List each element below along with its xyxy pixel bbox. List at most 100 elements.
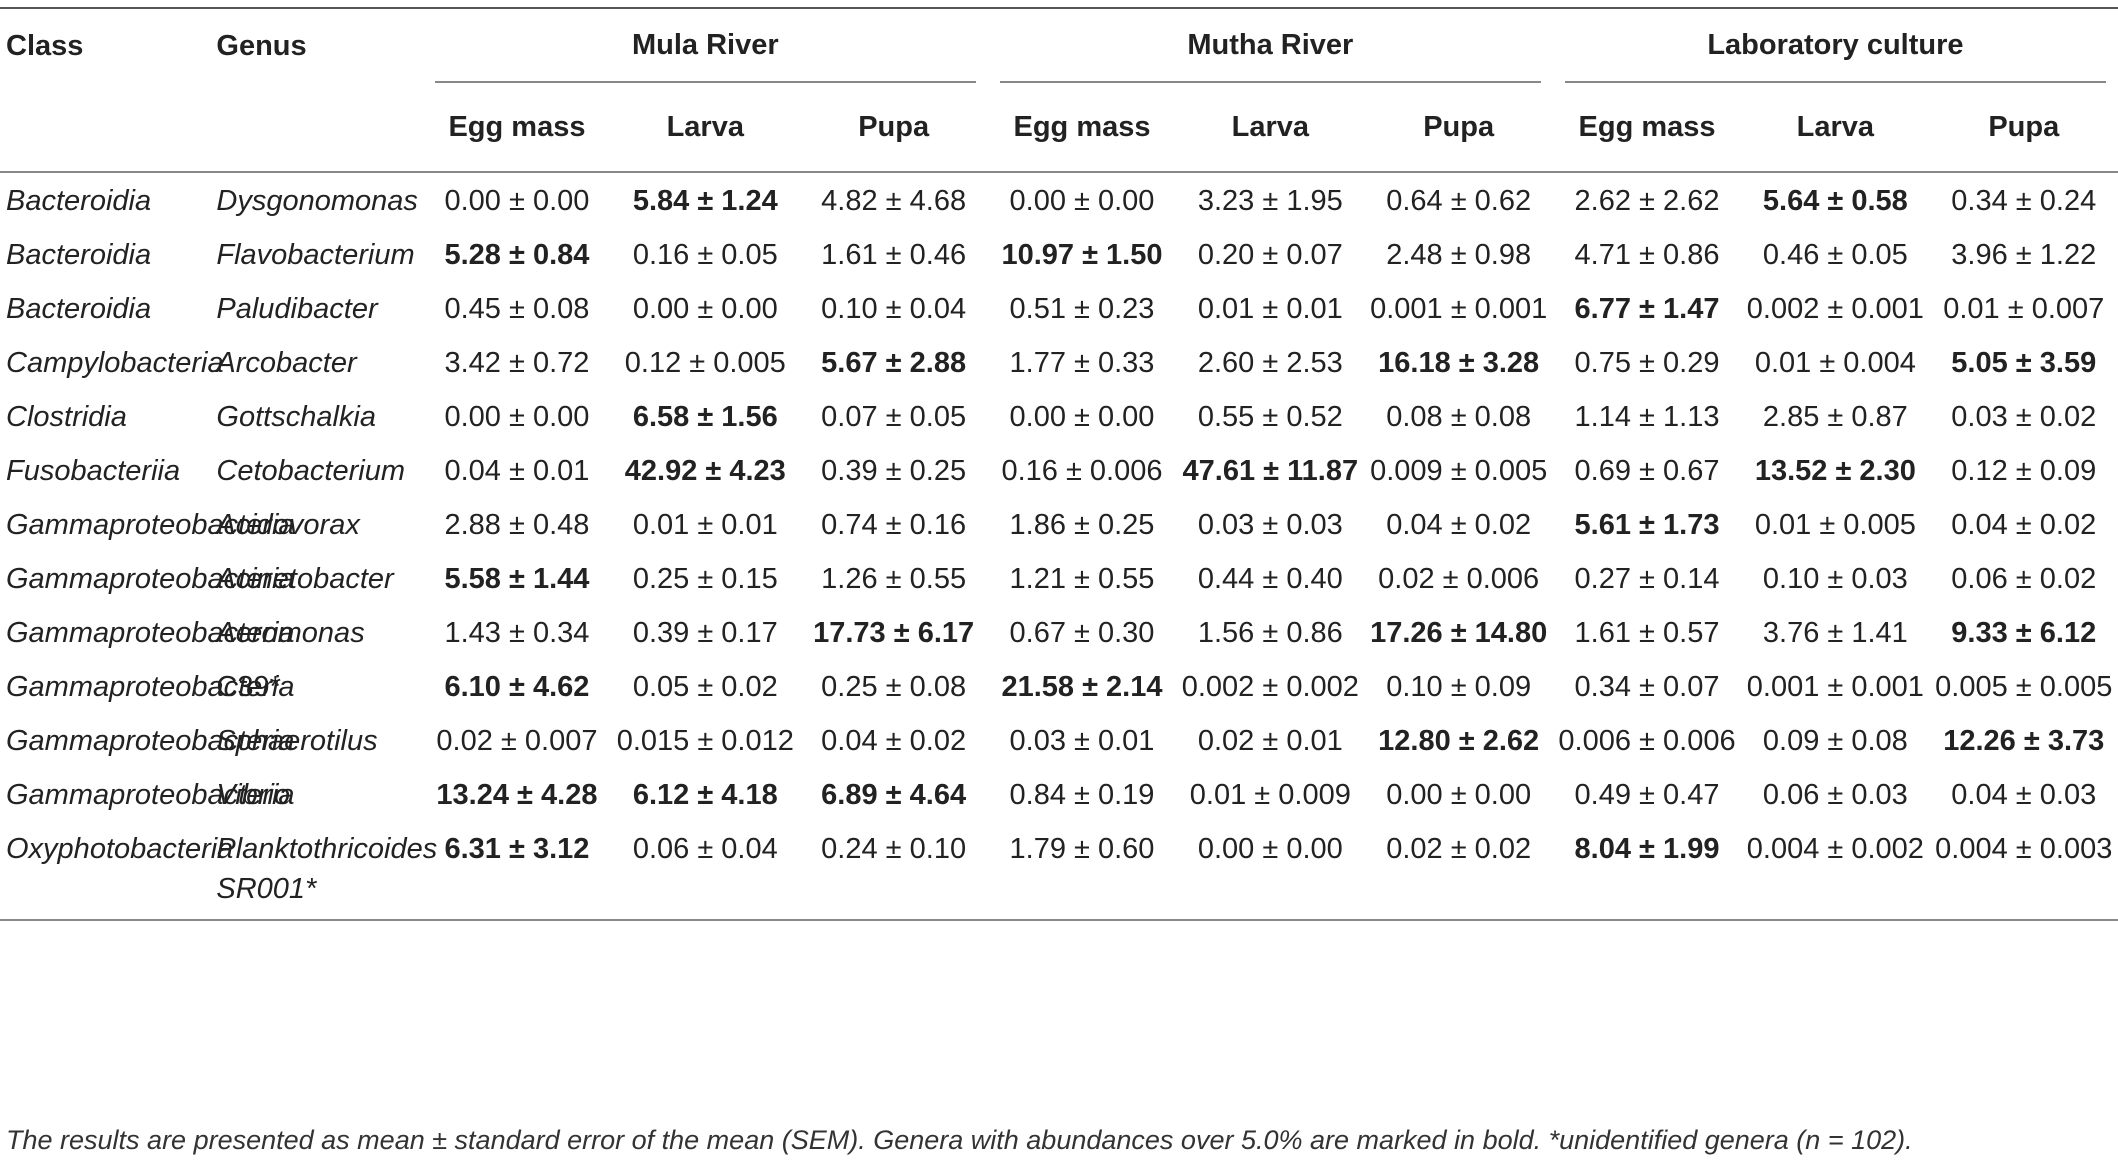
cell-value: 5.64 ± 0.58 xyxy=(1762,185,1908,217)
table-row: Clostridia Gottschalkia 0.00 ± 0.00 6.58 ± … xyxy=(0,389,2118,443)
table-row: Bacteroidia Flavobacterium 5.28 ± 0.84 0.16… xyxy=(0,227,2118,281)
cell-value: 0.01 ± 0.009 xyxy=(1189,779,1351,811)
header-class: Class xyxy=(0,7,211,83)
table-body: Bacteroidia Dysgonomonas 0.00 ± 0.00 5.84 ±… xyxy=(0,172,2118,921)
table-row: Oxyphotobacteria Planktothricoides SR001*… xyxy=(0,821,2118,921)
header-group-mutha: Mutha River xyxy=(987,7,1553,83)
cell-value: 5.58 ± 1.44 xyxy=(444,563,590,595)
cell-value: 0.06 ± 0.03 xyxy=(1762,779,1908,811)
header-stage: Larva xyxy=(1176,83,1365,173)
cell-class: Gammaproteobacteria xyxy=(6,725,295,757)
cell-value: 0.006 ± 0.006 xyxy=(1558,725,1736,757)
cell-value: 0.34 ± 0.07 xyxy=(1574,671,1720,703)
cell-value: 0.01 ± 0.01 xyxy=(1197,293,1343,325)
cell-value: 2.85 ± 0.87 xyxy=(1762,401,1908,433)
cell-value: 0.00 ± 0.00 xyxy=(1009,401,1155,433)
cell-value: 6.31 ± 3.12 xyxy=(422,821,612,921)
cell-value: 0.00 ± 0.00 xyxy=(1176,821,1365,921)
cell-genus: Acidovorax xyxy=(216,509,360,541)
cell-value: 3.76 ± 1.41 xyxy=(1762,617,1908,649)
cell-genus: Arcobacter xyxy=(216,347,357,379)
cell-value: 0.00 ± 0.00 xyxy=(444,185,590,217)
cell-value: 2.60 ± 2.53 xyxy=(1197,347,1343,379)
header-blank xyxy=(210,83,423,173)
cell-value: 0.04 ± 0.02 xyxy=(1951,509,2097,541)
cell-class: Fusobacteriia xyxy=(6,455,181,487)
cell-value: 12.80 ± 2.62 xyxy=(1378,725,1540,757)
cell-genus: Acinetobacter xyxy=(216,563,394,595)
cell-value: 2.88 ± 0.48 xyxy=(444,509,590,541)
cell-value: 0.02 ± 0.006 xyxy=(1378,563,1540,595)
cell-value: 0.00 ± 0.00 xyxy=(1386,779,1532,811)
table-row: Fusobacteriia Cetobacterium 0.04 ± 0.01 42.… xyxy=(0,443,2118,497)
cell-value: 17.73 ± 6.17 xyxy=(813,617,975,649)
cell-value: 0.46 ± 0.05 xyxy=(1762,239,1908,271)
cell-value: 0.002 ± 0.002 xyxy=(1181,671,1359,703)
cell-value: 0.009 ± 0.005 xyxy=(1370,455,1548,487)
header-blank xyxy=(0,83,211,173)
cell-value: 12.26 ± 3.73 xyxy=(1943,725,2105,757)
header-genus: Genus xyxy=(210,7,423,83)
cell-value: 0.06 ± 0.04 xyxy=(611,821,800,921)
table-row: Gammaproteobacteria Vibrio 13.24 ± 4.28 6.1… xyxy=(0,767,2118,821)
cell-class: Campylobacteria xyxy=(6,347,224,379)
cell-value: 0.04 ± 0.02 xyxy=(821,725,967,757)
cell-class: Gammaproteobacteria xyxy=(6,617,295,649)
cell-value: 0.25 ± 0.15 xyxy=(632,563,778,595)
cell-class: Bacteroidia xyxy=(6,239,152,271)
cell-class: Gammaproteobacteria xyxy=(6,671,295,703)
cell-value: 6.77 ± 1.47 xyxy=(1574,293,1720,325)
cell-value: 0.16 ± 0.05 xyxy=(632,239,778,271)
cell-value: 9.33 ± 6.12 xyxy=(1951,617,2097,649)
cell-genus: C39* xyxy=(216,671,281,703)
table-row: Gammaproteobacteria C39* 6.10 ± 4.62 0.05 ±… xyxy=(0,659,2118,713)
cell-value: 0.002 ± 0.001 xyxy=(1746,293,1924,325)
cell-genus: Aeromonas xyxy=(216,617,365,649)
cell-value: 0.39 ± 0.17 xyxy=(632,617,778,649)
cell-value: 0.03 ± 0.02 xyxy=(1951,401,2097,433)
cell-class: Clostridia xyxy=(6,401,127,433)
cell-value: 0.64 ± 0.62 xyxy=(1386,185,1532,217)
cell-value: 0.015 ± 0.012 xyxy=(616,725,794,757)
cell-value: 0.01 ± 0.01 xyxy=(632,509,778,541)
cell-value: 1.77 ± 0.33 xyxy=(1009,347,1155,379)
table-row: Gammaproteobacteria Acinetobacter 5.58 ± 1… xyxy=(0,551,2118,605)
cell-value: 0.00 ± 0.00 xyxy=(444,401,590,433)
header-stage: Egg mass xyxy=(422,83,612,173)
table-row: Gammaproteobacteria Aeromonas 1.43 ± 0.34 0… xyxy=(0,605,2118,659)
cell-value: 21.58 ± 2.14 xyxy=(1001,671,1163,703)
cell-value: 13.24 ± 4.28 xyxy=(436,779,598,811)
cell-value: 0.001 ± 0.001 xyxy=(1370,293,1548,325)
cell-value: 0.39 ± 0.25 xyxy=(821,455,967,487)
cell-value: 0.00 ± 0.00 xyxy=(1009,185,1155,217)
cell-value: 3.42 ± 0.72 xyxy=(444,347,590,379)
cell-value: 0.51 ± 0.23 xyxy=(1009,293,1155,325)
header-stage: Larva xyxy=(611,83,800,173)
cell-value: 6.58 ± 1.56 xyxy=(632,401,778,433)
cell-value: 1.43 ± 0.34 xyxy=(444,617,590,649)
cell-value: 1.61 ± 0.57 xyxy=(1574,617,1720,649)
header-stage: Pupa xyxy=(1364,83,1553,173)
cell-value: 0.04 ± 0.03 xyxy=(1951,779,2097,811)
cell-value: 5.61 ± 1.73 xyxy=(1574,509,1720,541)
cell-value: 1.61 ± 0.46 xyxy=(821,239,967,271)
header-group-lab: Laboratory culture xyxy=(1552,7,2118,83)
cell-value: 10.97 ± 1.50 xyxy=(1001,239,1163,271)
cell-value: 0.01 ± 0.004 xyxy=(1754,347,1916,379)
cell-class: Bacteroidia xyxy=(6,185,152,217)
cell-value: 0.04 ± 0.01 xyxy=(444,455,590,487)
cell-value: 0.00 ± 0.00 xyxy=(632,293,778,325)
cell-value: 1.86 ± 0.25 xyxy=(1009,509,1155,541)
cell-value: 0.10 ± 0.03 xyxy=(1762,563,1908,595)
cell-genus: Planktothricoides SR001* xyxy=(210,821,437,921)
header-stage: Egg mass xyxy=(1552,83,1742,173)
cell-genus: Cetobacterium xyxy=(216,455,405,487)
header-group-mula: Mula River xyxy=(422,7,988,83)
header-stage: Larva xyxy=(1741,83,1930,173)
header-stage: Pupa xyxy=(1929,83,2118,173)
cell-value: 6.89 ± 4.64 xyxy=(821,779,967,811)
cell-value: 47.61 ± 11.87 xyxy=(1182,455,1359,487)
cell-value: 0.02 ± 0.01 xyxy=(1197,725,1343,757)
cell-value: 1.26 ± 0.55 xyxy=(821,563,967,595)
